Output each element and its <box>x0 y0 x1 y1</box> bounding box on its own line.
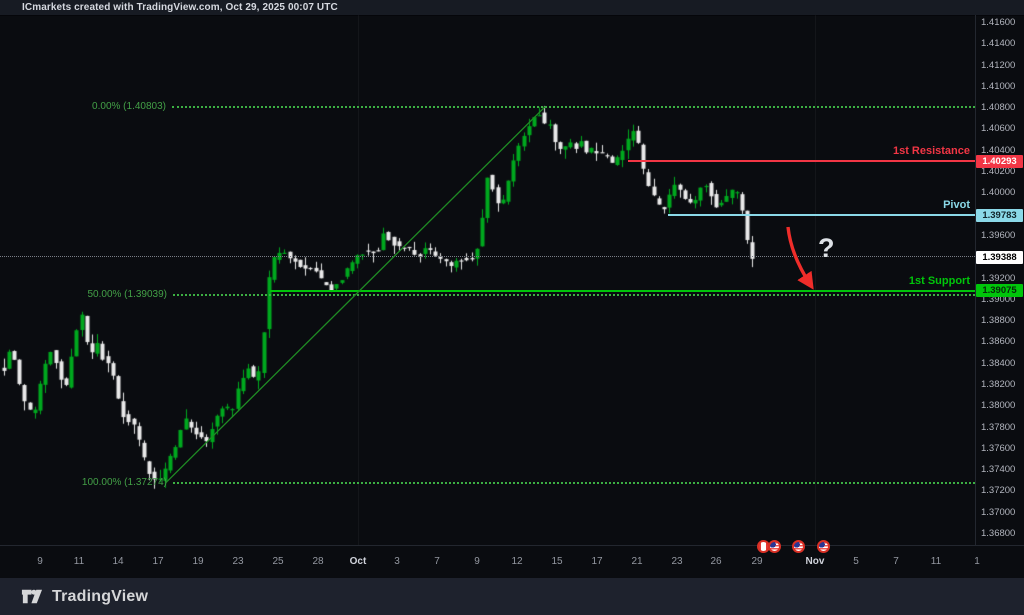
price-tick: 1.40200 <box>981 166 1016 178</box>
current-price-badge: 1.39388 <box>976 250 1023 264</box>
price-tick: 1.37200 <box>981 485 1016 497</box>
pivot-line[interactable] <box>668 214 975 217</box>
question-mark-annotation: ? <box>818 233 835 263</box>
price-tick: 1.41200 <box>981 59 1016 71</box>
price-tick: 1.37400 <box>981 464 1016 476</box>
support-price-badge: 1.39075 <box>976 284 1023 298</box>
price-tick: 1.41400 <box>981 38 1016 50</box>
price-axis[interactable] <box>975 15 1024 545</box>
price-tick: 1.40000 <box>981 187 1016 199</box>
price-tick: 1.37800 <box>981 421 1016 433</box>
price-tick: 1.39000 <box>981 293 1016 305</box>
resistance-line[interactable] <box>628 160 975 163</box>
pivot-label: Pivot <box>943 199 970 212</box>
price-tick: 1.38600 <box>981 336 1016 348</box>
fib-100-line[interactable] <box>173 481 975 484</box>
price-tick: 1.37600 <box>981 442 1016 454</box>
support-line[interactable] <box>270 289 975 292</box>
price-tick: 1.41000 <box>981 80 1016 92</box>
fib-50-line[interactable] <box>173 293 975 296</box>
fib-0-label: 0.00% (1.40803) <box>92 100 166 112</box>
resistance-price-badge: 1.40293 <box>976 154 1023 168</box>
fib-50-label: 50.00% (1.39039) <box>87 288 167 300</box>
price-tick: 1.38000 <box>981 400 1016 412</box>
price-tick: 1.37000 <box>981 506 1016 518</box>
resistance-label: 1st Resistance <box>892 145 970 158</box>
price-tick: 1.38400 <box>981 357 1016 369</box>
economic-event-flag-icon-us[interactable] <box>768 540 781 553</box>
price-tick: 1.39600 <box>981 229 1016 241</box>
economic-event-flag-icon-us[interactable] <box>792 540 805 553</box>
price-tick: 1.41600 <box>981 17 1016 28</box>
price-tick: 1.40600 <box>981 123 1016 135</box>
fib-0-line[interactable] <box>172 105 975 108</box>
price-tick: 1.38200 <box>981 378 1016 390</box>
price-tick: 1.39200 <box>981 272 1016 284</box>
economic-event-flag-icon-us[interactable] <box>817 540 830 553</box>
pivot-price-badge: 1.39783 <box>976 208 1023 222</box>
price-tick: 1.40800 <box>981 102 1016 114</box>
fib-100-label: 100.00% (1.37274) <box>81 476 167 488</box>
price-tick: 1.40400 <box>981 144 1016 156</box>
price-tick: 1.36800 <box>981 528 1016 539</box>
price-tick: 1.38800 <box>981 315 1016 327</box>
support-label: 1st Support <box>908 274 970 287</box>
